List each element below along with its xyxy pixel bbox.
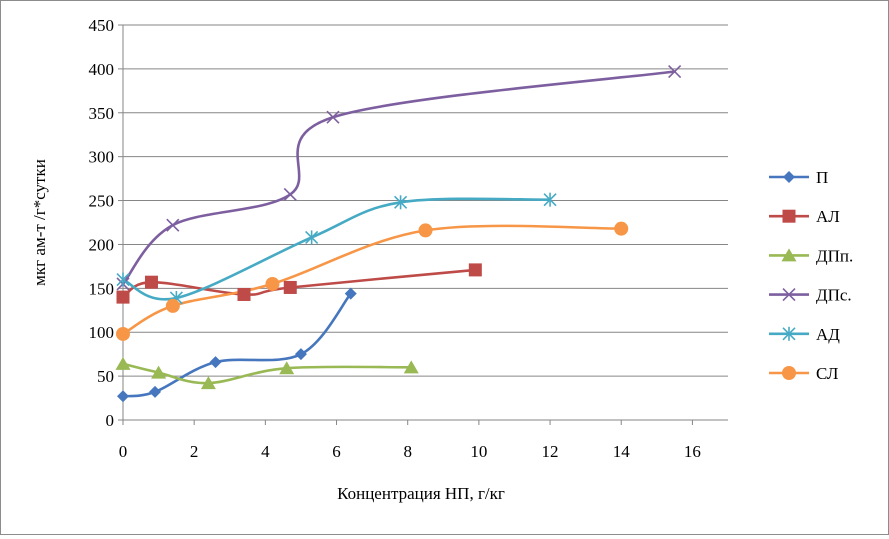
series-line <box>121 292 353 398</box>
legend: П АЛ ДПп. ДПс. АД СЛ <box>769 168 853 383</box>
data-point <box>614 221 629 236</box>
data-point <box>117 390 129 403</box>
legend-label: АЛ <box>816 207 840 226</box>
legend-item: П <box>769 168 828 187</box>
data-point <box>200 376 216 390</box>
x-tick-label: 10 <box>470 442 487 461</box>
series-markers <box>115 64 682 403</box>
y-tick-label: 350 <box>89 104 115 123</box>
legend-marker <box>782 209 796 223</box>
data-point <box>144 275 158 289</box>
legend-label: АД <box>816 325 840 344</box>
legend-label: ДПс. <box>816 286 852 305</box>
data-point <box>165 298 180 313</box>
data-point <box>418 223 433 238</box>
data-point <box>344 287 357 300</box>
data-point <box>394 195 408 210</box>
data-point <box>149 385 162 398</box>
data-point <box>294 348 307 361</box>
legend-item: АЛ <box>769 207 840 226</box>
y-tick-label: 50 <box>97 367 114 386</box>
data-point <box>543 192 557 207</box>
data-point <box>468 263 482 277</box>
y-axis-title: мкг ам-т /г*сутки <box>30 159 49 286</box>
series-line <box>121 362 413 385</box>
y-tick-label: 150 <box>89 279 115 298</box>
data-point <box>279 361 295 375</box>
y-tick-label: 450 <box>89 16 115 35</box>
y-tick-label: 400 <box>89 60 115 79</box>
x-tick-label: 14 <box>613 442 631 461</box>
y-tick-label: 200 <box>89 235 115 254</box>
data-point <box>305 230 319 245</box>
legend-item: СЛ <box>769 364 839 383</box>
data-point <box>115 356 131 370</box>
y-tick-label: 250 <box>89 192 115 211</box>
legend-marker <box>782 288 796 302</box>
data-point <box>151 365 167 379</box>
data-point <box>116 326 130 341</box>
y-tick-label: 0 <box>106 411 115 430</box>
legend-label: СЛ <box>816 364 839 383</box>
x-tick-label: 12 <box>542 442 559 461</box>
data-point <box>116 290 130 304</box>
data-point <box>403 360 419 374</box>
data-point <box>283 280 297 294</box>
x-tick-label: 16 <box>684 442 701 461</box>
x-tick-label: 4 <box>261 442 270 461</box>
legend-marker <box>783 171 795 183</box>
data-point <box>265 276 280 291</box>
legend-item: АД <box>769 325 840 344</box>
data-point <box>326 110 340 124</box>
series-line <box>121 70 676 286</box>
legend-marker <box>781 248 797 262</box>
x-tick-labels: 0 2 4 6 8 10 12 14 16 <box>119 442 701 461</box>
data-point <box>116 272 130 287</box>
x-tick-label: 8 <box>403 442 412 461</box>
legend-item: ДПс. <box>769 286 852 305</box>
y-tick-label: 300 <box>89 148 115 167</box>
legend-label: П <box>816 168 828 187</box>
x-tick-label: 0 <box>119 442 128 461</box>
data-point <box>668 64 682 79</box>
y-tick-label: 100 <box>89 323 115 342</box>
x-tick-label: 6 <box>332 442 341 461</box>
legend-marker <box>782 326 796 341</box>
legend-marker <box>782 366 796 380</box>
legend-label: ДПп. <box>816 246 853 265</box>
x-axis-title: Концентрация НП, г/кг <box>337 484 505 503</box>
data-point <box>283 187 297 201</box>
data-point <box>237 287 251 301</box>
legend-item: ДПп. <box>769 246 853 265</box>
x-tick-label: 2 <box>190 442 199 461</box>
data-point <box>209 356 222 369</box>
data-point <box>166 218 180 232</box>
series-lines <box>121 70 676 398</box>
y-tick-labels: 0 50 100 150 200 250 300 350 400 450 <box>89 16 115 430</box>
